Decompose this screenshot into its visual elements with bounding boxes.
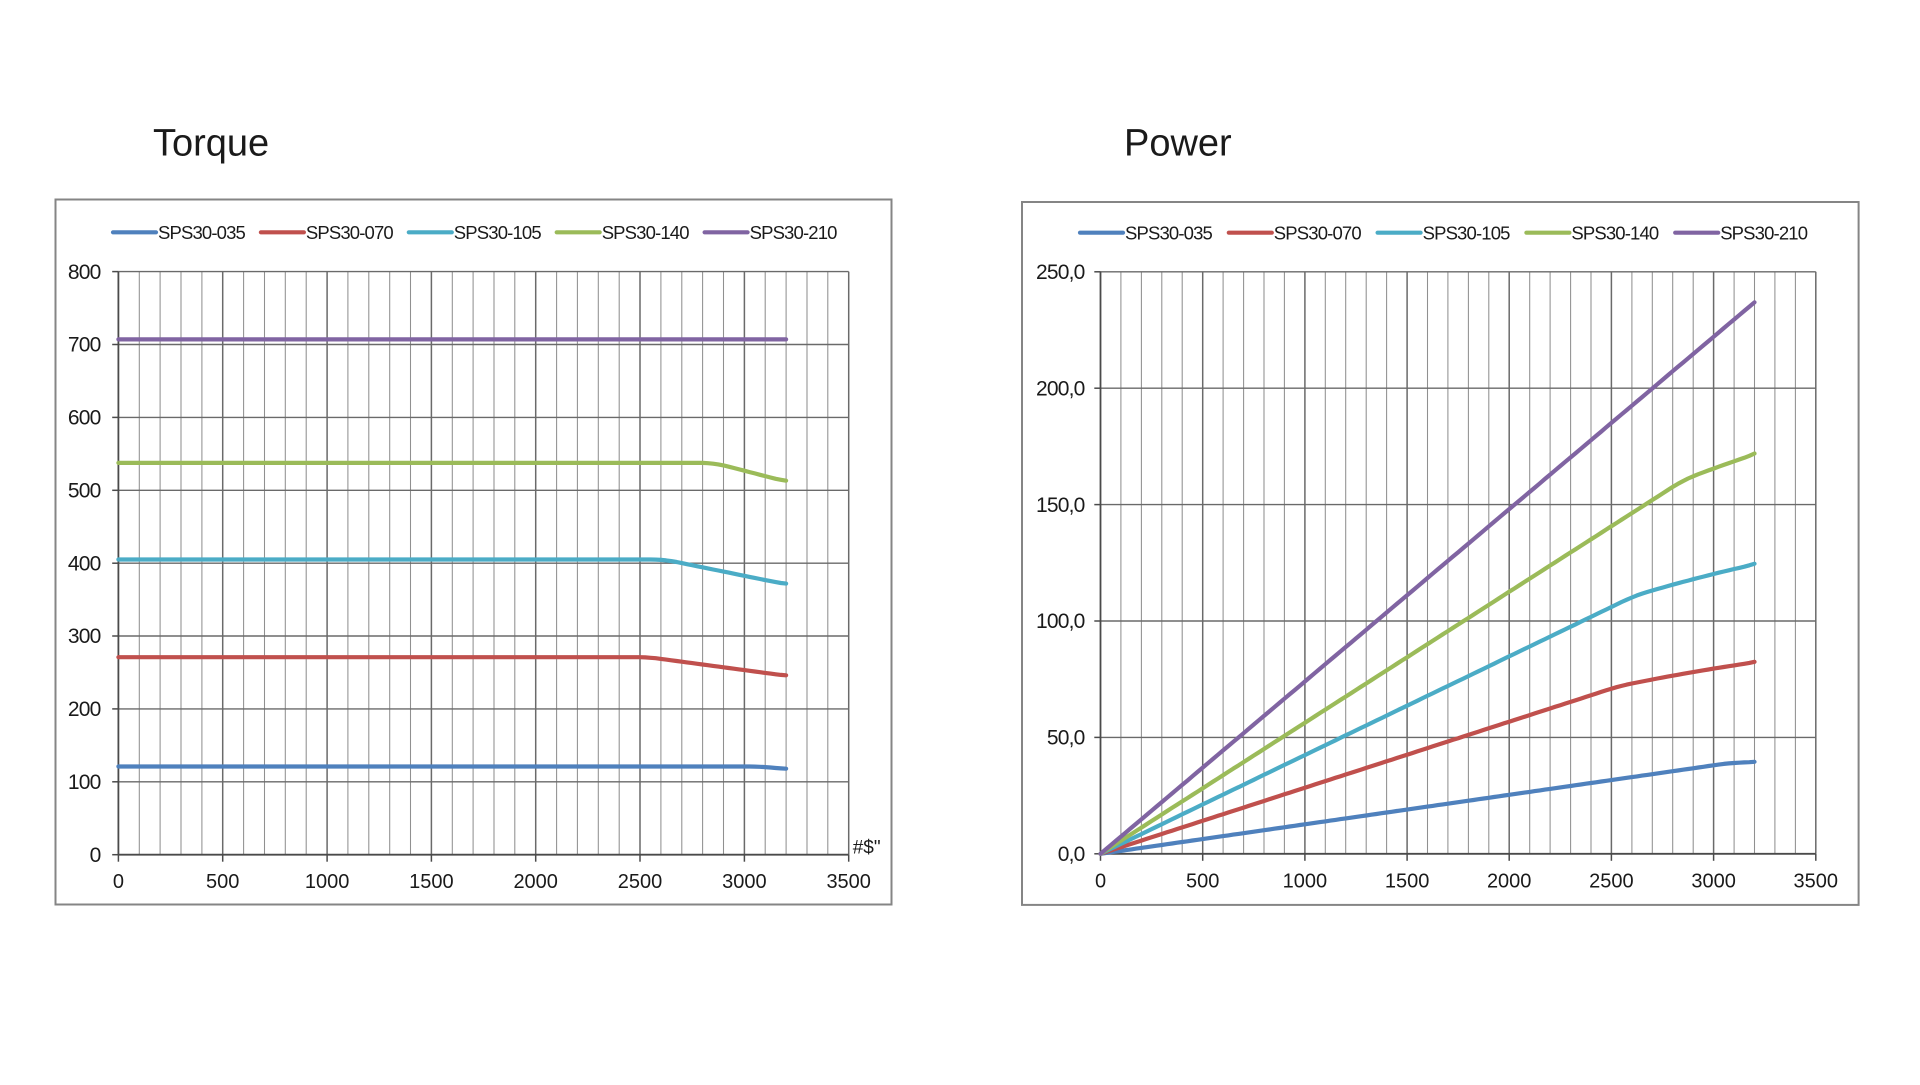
- svg-text:800: 800: [68, 261, 101, 284]
- svg-text:2000: 2000: [1487, 870, 1532, 892]
- svg-text:SPS30-105: SPS30-105: [1423, 222, 1511, 243]
- svg-text:500: 500: [68, 480, 101, 503]
- svg-text:#$": #$": [853, 838, 881, 859]
- svg-text:100,0: 100,0: [1036, 610, 1085, 633]
- svg-text:500: 500: [206, 871, 239, 893]
- svg-text:Power: Power: [1124, 123, 1232, 165]
- svg-text:1500: 1500: [1385, 870, 1430, 892]
- svg-text:SPS30-105: SPS30-105: [454, 222, 542, 243]
- svg-text:SPS30-210: SPS30-210: [1720, 222, 1808, 243]
- svg-text:SPS30-035: SPS30-035: [158, 222, 246, 243]
- svg-text:200: 200: [68, 698, 101, 721]
- svg-text:0: 0: [113, 871, 124, 893]
- svg-text:3000: 3000: [722, 871, 767, 893]
- svg-text:SPS30-210: SPS30-210: [750, 222, 838, 243]
- svg-text:3500: 3500: [826, 871, 871, 893]
- svg-text:0: 0: [1095, 870, 1106, 892]
- svg-text:200,0: 200,0: [1036, 377, 1085, 400]
- svg-text:SPS30-140: SPS30-140: [602, 222, 690, 243]
- svg-text:SPS30-035: SPS30-035: [1125, 222, 1213, 243]
- svg-text:2000: 2000: [513, 871, 558, 893]
- svg-text:1500: 1500: [409, 871, 454, 893]
- svg-text:250,0: 250,0: [1036, 261, 1085, 284]
- svg-text:0,0: 0,0: [1058, 843, 1085, 866]
- svg-text:700: 700: [68, 334, 101, 357]
- svg-text:2500: 2500: [1589, 870, 1634, 892]
- svg-text:1000: 1000: [305, 871, 350, 893]
- svg-text:3000: 3000: [1691, 870, 1736, 892]
- svg-text:1000: 1000: [1283, 870, 1328, 892]
- svg-text:SPS30-070: SPS30-070: [306, 222, 394, 243]
- svg-text:500: 500: [1186, 870, 1219, 892]
- svg-text:400: 400: [68, 552, 101, 575]
- svg-text:300: 300: [68, 625, 101, 648]
- svg-text:600: 600: [68, 407, 101, 430]
- svg-text:0: 0: [90, 844, 101, 867]
- svg-text:100: 100: [68, 771, 101, 794]
- svg-text:SPS30-070: SPS30-070: [1274, 222, 1362, 243]
- svg-text:SPS30-140: SPS30-140: [1571, 222, 1659, 243]
- svg-text:3500: 3500: [1794, 870, 1839, 892]
- svg-text:150,0: 150,0: [1036, 494, 1085, 517]
- svg-text:50,0: 50,0: [1047, 727, 1085, 750]
- svg-text:Torque: Torque: [153, 123, 269, 165]
- svg-text:2500: 2500: [618, 871, 663, 893]
